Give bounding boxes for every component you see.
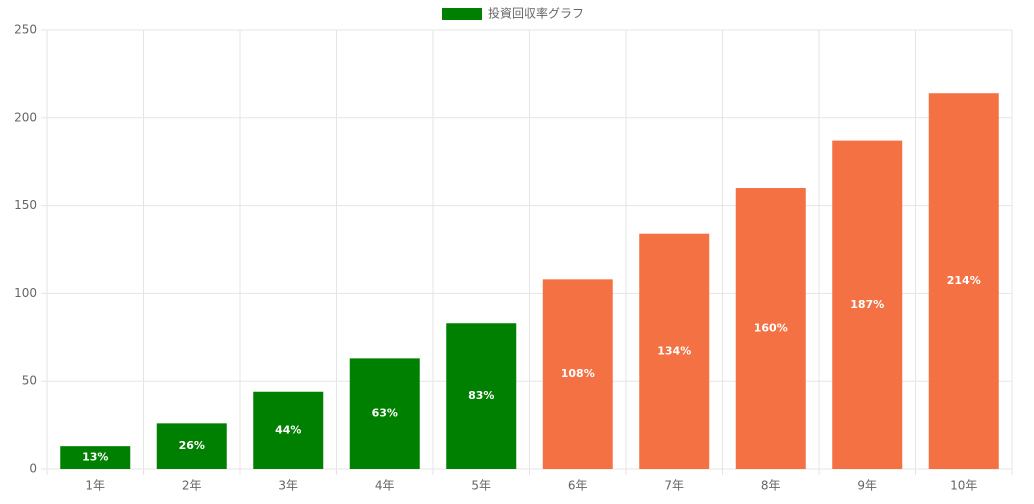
value-label: 187% xyxy=(850,298,884,311)
y-tick-label: 100 xyxy=(14,286,37,300)
bar xyxy=(735,188,806,470)
bar xyxy=(928,93,999,469)
bar xyxy=(253,391,324,469)
y-tick-label: 250 xyxy=(14,23,37,37)
bar xyxy=(156,423,227,469)
legend-label: 投資回収率グラフ xyxy=(488,6,584,21)
x-tick-label: 5年 xyxy=(471,479,491,493)
value-label: 13% xyxy=(82,451,108,464)
value-label: 108% xyxy=(561,367,595,380)
bar xyxy=(832,140,903,470)
bar xyxy=(446,323,517,469)
bar xyxy=(639,233,710,469)
value-label: 63% xyxy=(372,407,398,420)
x-tick-label: 1年 xyxy=(85,479,105,493)
bar xyxy=(542,279,613,469)
y-tick-label: 200 xyxy=(14,110,37,124)
y-tick-label: 0 xyxy=(29,462,37,476)
value-label: 83% xyxy=(468,389,494,402)
value-label: 160% xyxy=(754,322,788,335)
x-tick-label: 8年 xyxy=(761,479,781,493)
value-label: 134% xyxy=(657,344,691,357)
y-tick-label: 150 xyxy=(14,198,37,212)
x-tick-label: 3年 xyxy=(278,479,298,493)
bar xyxy=(349,358,420,469)
x-tick-label: 7年 xyxy=(664,479,684,493)
x-tick-label: 9年 xyxy=(857,479,877,493)
bar xyxy=(60,446,131,469)
x-tick-label: 6年 xyxy=(568,479,588,493)
x-tick-label: 10年 xyxy=(950,479,977,493)
legend-swatch xyxy=(442,8,482,20)
x-tick-label: 4年 xyxy=(375,479,395,493)
value-label: 44% xyxy=(275,423,301,436)
y-tick-label: 50 xyxy=(22,374,37,388)
x-tick-label: 2年 xyxy=(182,479,202,493)
value-label: 214% xyxy=(947,274,981,287)
value-label: 26% xyxy=(179,439,205,452)
